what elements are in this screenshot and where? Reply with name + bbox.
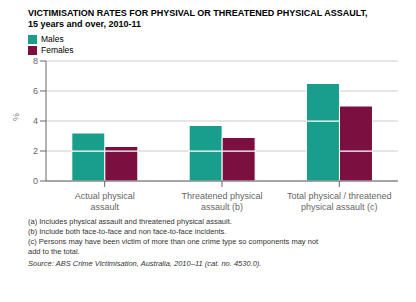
html-text:Source: ABS Crime Victimisatio: Source: ABS Crime Victimisation, Austral… <box>28 259 262 268</box>
svg-text:6: 6 <box>33 86 38 96</box>
svg-text:Actual physicalassault: Actual physicalassault <box>75 191 135 212</box>
html-text:(a) Includes physical assault: (a) Includes physical assault and threat… <box>28 217 232 226</box>
html-text:Males: Males <box>41 34 64 44</box>
svg-text:8: 8 <box>33 56 38 66</box>
html-text:Females: Females <box>41 45 74 55</box>
svg-text:Threatened physicalassault (b): Threatened physicalassault (b) <box>181 191 262 212</box>
html-text:(c) Persons may have been vict: (c) Persons may have been victim of more… <box>28 237 319 246</box>
html-text:add to the total.: add to the total. <box>28 247 80 256</box>
svg-text:Total physical / threatenedphy: Total physical / threatenedphysical assa… <box>287 191 392 212</box>
html-text:(b) Include both face-to-face: (b) Include both face-to-face and non fa… <box>28 227 227 236</box>
svg-text:%: % <box>11 113 21 121</box>
html-text:VICTIMISATION RATES FOR PHYSIV: VICTIMISATION RATES FOR PHYSIVAL OR THRE… <box>28 8 368 18</box>
html-text:15 years and over, 2010-11: 15 years and over, 2010-11 <box>28 19 142 29</box>
svg-text:2: 2 <box>33 146 38 156</box>
svg-text:0: 0 <box>33 176 38 186</box>
svg-text:4: 4 <box>33 116 38 126</box>
